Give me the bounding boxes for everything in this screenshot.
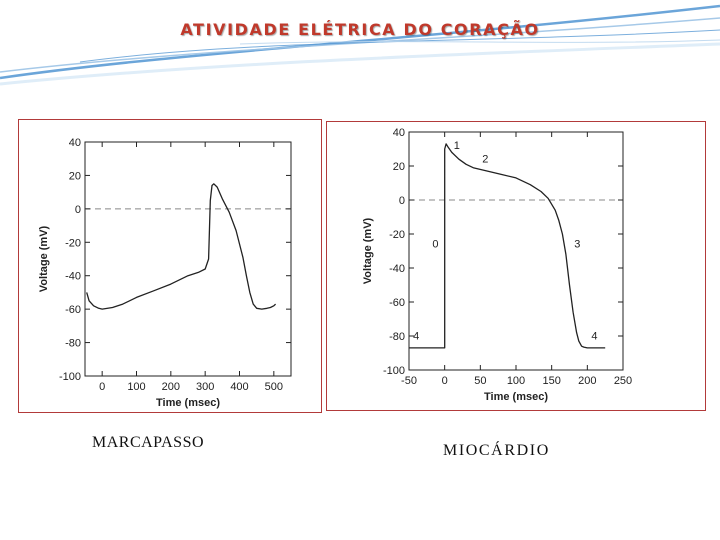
- y-tick-label: -100: [59, 371, 81, 383]
- x-tick-label: 200: [578, 375, 596, 387]
- y-tick-label: -80: [65, 338, 81, 350]
- caption-myocardium: MIOCÁRDIO: [443, 442, 550, 459]
- y-tick-label: -60: [65, 304, 81, 316]
- chart-frame-pacemaker: 40 20 0 -20 -40 -60 -80 -100 0 100 200 300 400 500 Tim…: [18, 119, 322, 413]
- x-tick-label: 250: [614, 375, 632, 387]
- chart-frame-myocardium: 40 20 0 -20 -40 -60 -80 -100 -50 0 50 100 150 200 250 T…: [326, 121, 706, 411]
- action-potential-series-line: [409, 143, 606, 349]
- x-axis-label: Time (msec): [156, 397, 220, 409]
- y-tick-label: -20: [65, 237, 81, 249]
- y-tick-label: 40: [393, 127, 405, 139]
- x-tick-label: 0: [99, 381, 105, 393]
- x-tick-label: 300: [196, 381, 214, 393]
- plot-area-frame: [84, 141, 292, 377]
- y-tick-label: 20: [393, 161, 405, 173]
- phase-label: 4: [591, 330, 597, 342]
- y-tick-label: 0: [399, 195, 405, 207]
- y-tick-label: -100: [383, 365, 405, 377]
- phase-label: 3: [574, 239, 580, 251]
- y-tick-label: -40: [65, 271, 81, 283]
- y-tick-label: -20: [389, 229, 405, 241]
- x-tick-label: 150: [542, 375, 560, 387]
- phase-label: 1: [454, 140, 460, 152]
- x-tick-label: 50: [474, 375, 486, 387]
- x-tick-label: -50: [401, 375, 417, 387]
- caption-pacemaker: MARCAPASSO: [92, 434, 205, 451]
- y-tick-label: -80: [389, 331, 405, 343]
- phase-label: 2: [482, 154, 488, 166]
- x-axis-label: Time (msec): [484, 391, 548, 403]
- slide-title: ATIVIDADE ELÉTRICA DO CORAÇÃO: [180, 20, 540, 39]
- action-potential-series-line: [86, 183, 277, 310]
- x-tick-label: 400: [230, 381, 248, 393]
- y-axis-label: Voltage (mV): [38, 225, 50, 292]
- y-tick-label: -60: [389, 297, 405, 309]
- x-tick-label: 500: [265, 381, 283, 393]
- y-tick-label: -40: [389, 263, 405, 275]
- y-tick-label: 20: [69, 170, 81, 182]
- x-tick-label: 100: [507, 375, 525, 387]
- x-tick-label: 200: [162, 381, 180, 393]
- phase-label: 0: [432, 239, 438, 251]
- y-tick-label: 40: [69, 137, 81, 149]
- phase-label: 4: [413, 330, 419, 342]
- x-tick-label: 0: [442, 375, 448, 387]
- y-axis-label: Voltage (mV): [362, 217, 374, 284]
- x-tick-label: 100: [127, 381, 145, 393]
- header-swoosh: [0, 4, 720, 86]
- y-tick-label: 0: [75, 204, 81, 216]
